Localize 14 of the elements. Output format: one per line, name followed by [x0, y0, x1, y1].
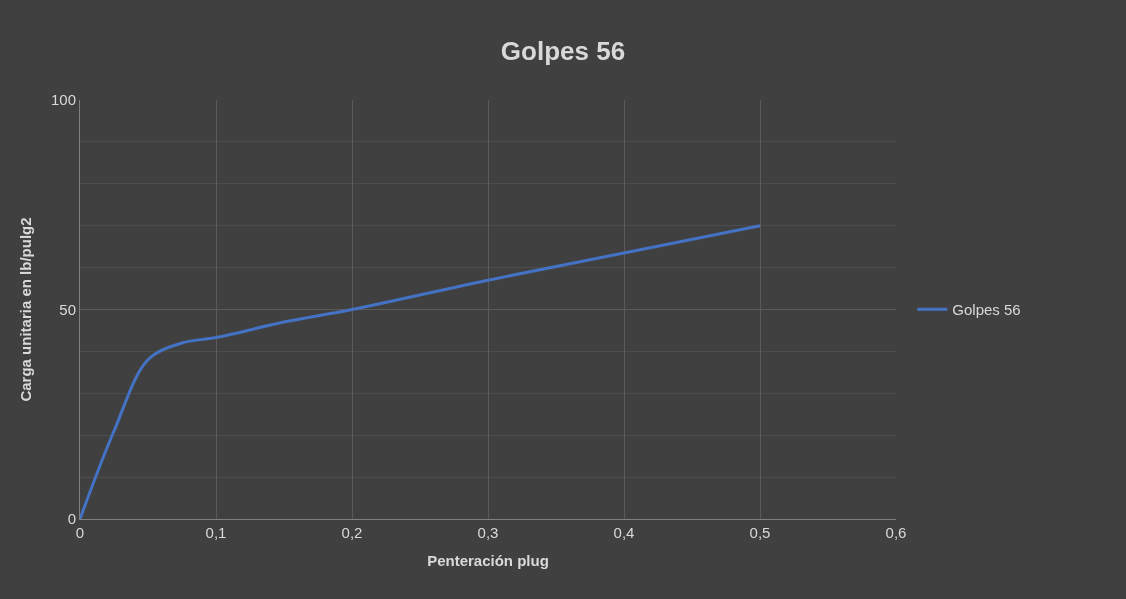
x-tick-label: 0,6 [885, 524, 907, 541]
x-tick-label: 0,5 [749, 524, 771, 541]
y-tick-label: 50 [59, 300, 76, 318]
line-series [80, 224, 762, 519]
y-tick-label: 100 [50, 91, 76, 109]
y-tick-label: 0 [67, 510, 76, 528]
x-tick-label: 0,3 [477, 524, 499, 541]
chart-title: Golpes 56 [500, 36, 626, 67]
x-axis-title: Penteración plug [427, 552, 549, 569]
x-tick-label: 0,2 [341, 524, 363, 541]
x-tick-label: 0,1 [205, 524, 227, 541]
legend-label: Golpes 56 [952, 301, 1021, 319]
y-axis-title: Carga unitaria en lb/pulg2 [17, 217, 35, 402]
x-tick-label: 0,4 [613, 524, 635, 541]
